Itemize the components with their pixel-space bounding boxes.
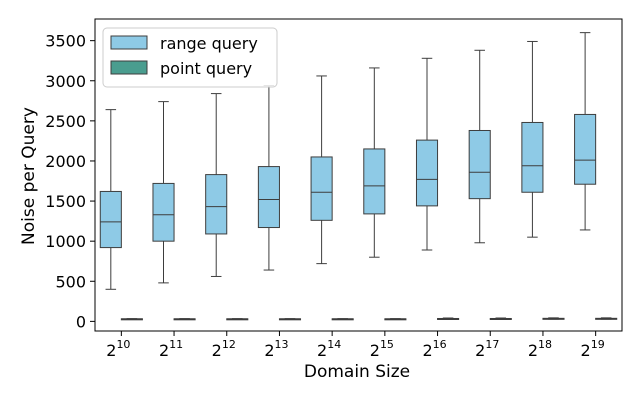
x-tick-label: 213 xyxy=(264,338,288,360)
iqr-box xyxy=(363,148,386,215)
box-point-query xyxy=(384,318,407,321)
x-axis: 210 211 212 213 214 215 216 217 218 219 xyxy=(106,331,605,360)
y-tick-label: 2500 xyxy=(45,112,86,131)
x-tick-label: 218 xyxy=(528,338,552,360)
x-tick-label: 215 xyxy=(370,338,394,360)
box-range-query xyxy=(257,85,280,271)
plot-frame xyxy=(94,18,623,332)
x-tick-label: 212 xyxy=(212,338,236,360)
iqr-box xyxy=(99,190,122,249)
x-tick-label: 211 xyxy=(159,338,183,360)
box-point-query xyxy=(437,317,460,320)
box-range-query xyxy=(99,109,122,290)
legend-swatch xyxy=(110,60,148,75)
y-axis-label: Noise per Query xyxy=(19,107,39,245)
box-point-query xyxy=(489,317,512,320)
y-tick-label: 1500 xyxy=(45,192,86,211)
box-range-query xyxy=(205,93,228,277)
iqr-box xyxy=(152,182,175,242)
y-tick-label: 3500 xyxy=(45,32,86,51)
box-point-query xyxy=(331,318,354,321)
box-range-query xyxy=(415,57,439,251)
box-point-query xyxy=(120,318,143,321)
x-axis-label: Domain Size xyxy=(304,362,410,382)
y-axis: 0 500 1000 1500 2000 2500 3000 3500 xyxy=(45,32,95,331)
y-tick-label: 0 xyxy=(76,312,86,331)
iqr-box xyxy=(574,113,597,185)
legend-label: range query xyxy=(160,34,258,53)
box-range-query xyxy=(310,75,333,265)
y-tick-label: 500 xyxy=(55,272,86,291)
x-tick-label: 210 xyxy=(106,338,130,360)
y-tick-label: 1000 xyxy=(45,232,86,251)
iqr-box xyxy=(257,166,280,229)
box-range-query xyxy=(152,101,175,284)
x-tick-label: 214 xyxy=(317,338,341,360)
y-tick-label: 3000 xyxy=(45,72,86,91)
x-tick-label: 217 xyxy=(475,338,499,360)
x-tick-label: 216 xyxy=(422,338,446,360)
x-tick-label: 219 xyxy=(581,338,605,360)
box-range-query xyxy=(468,49,491,244)
box-range-query xyxy=(521,40,544,238)
plot-marks xyxy=(99,32,618,321)
iqr-box xyxy=(205,174,228,235)
y-tick-label: 2000 xyxy=(45,152,86,171)
iqr-box xyxy=(415,139,439,207)
iqr-box xyxy=(468,129,491,200)
box-range-query xyxy=(363,67,386,258)
legend: range query point query xyxy=(102,27,278,88)
box-point-query xyxy=(542,317,565,320)
box-range-query xyxy=(574,32,597,231)
legend-swatch xyxy=(110,35,148,50)
box-point-query xyxy=(278,318,302,321)
box-point-query xyxy=(595,317,618,320)
box-point-query xyxy=(226,318,249,321)
iqr-box xyxy=(310,156,333,221)
iqr-box xyxy=(521,121,544,193)
legend-label: point query xyxy=(160,59,252,78)
box-point-query xyxy=(173,318,196,321)
